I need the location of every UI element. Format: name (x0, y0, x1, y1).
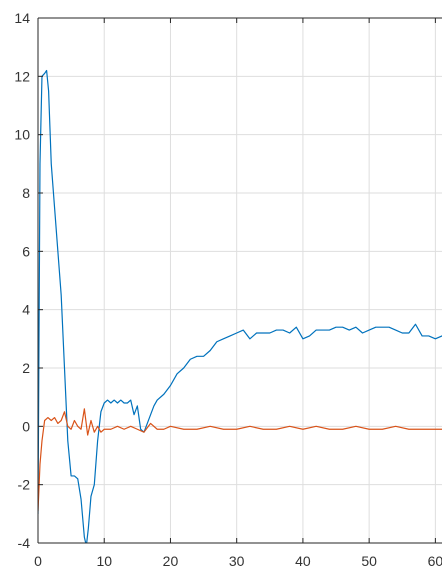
x-tick-label: 40 (295, 553, 311, 569)
grid (38, 18, 442, 543)
y-tick-label: 14 (14, 10, 30, 26)
axes (37, 17, 442, 544)
x-tick-label: 10 (96, 553, 112, 569)
y-tick-label: 0 (22, 418, 30, 434)
y-tick-label: 4 (22, 302, 30, 318)
x-axis-ticks: 0 10 20 30 40 50 60 (34, 18, 442, 569)
y-tick-label: 12 (14, 68, 30, 84)
y-tick-label: 2 (22, 360, 30, 376)
y-tick-label: 6 (22, 243, 30, 259)
series-line-2 (38, 408, 442, 512)
x-tick-label: 60 (428, 553, 442, 569)
y-tick-label: -2 (18, 477, 31, 493)
y-tick-label: 10 (14, 127, 30, 143)
x-tick-label: 20 (163, 553, 179, 569)
series-line-1 (38, 69, 442, 543)
x-tick-label: 50 (361, 553, 377, 569)
x-tick-label: 30 (229, 553, 245, 569)
series-layer (38, 69, 442, 543)
x-tick-label: 0 (34, 553, 42, 569)
y-axis-ticks: -4 -2 0 2 4 6 8 10 12 14 (14, 10, 43, 551)
y-tick-label: -4 (18, 535, 31, 551)
y-tick-label: 8 (22, 185, 30, 201)
